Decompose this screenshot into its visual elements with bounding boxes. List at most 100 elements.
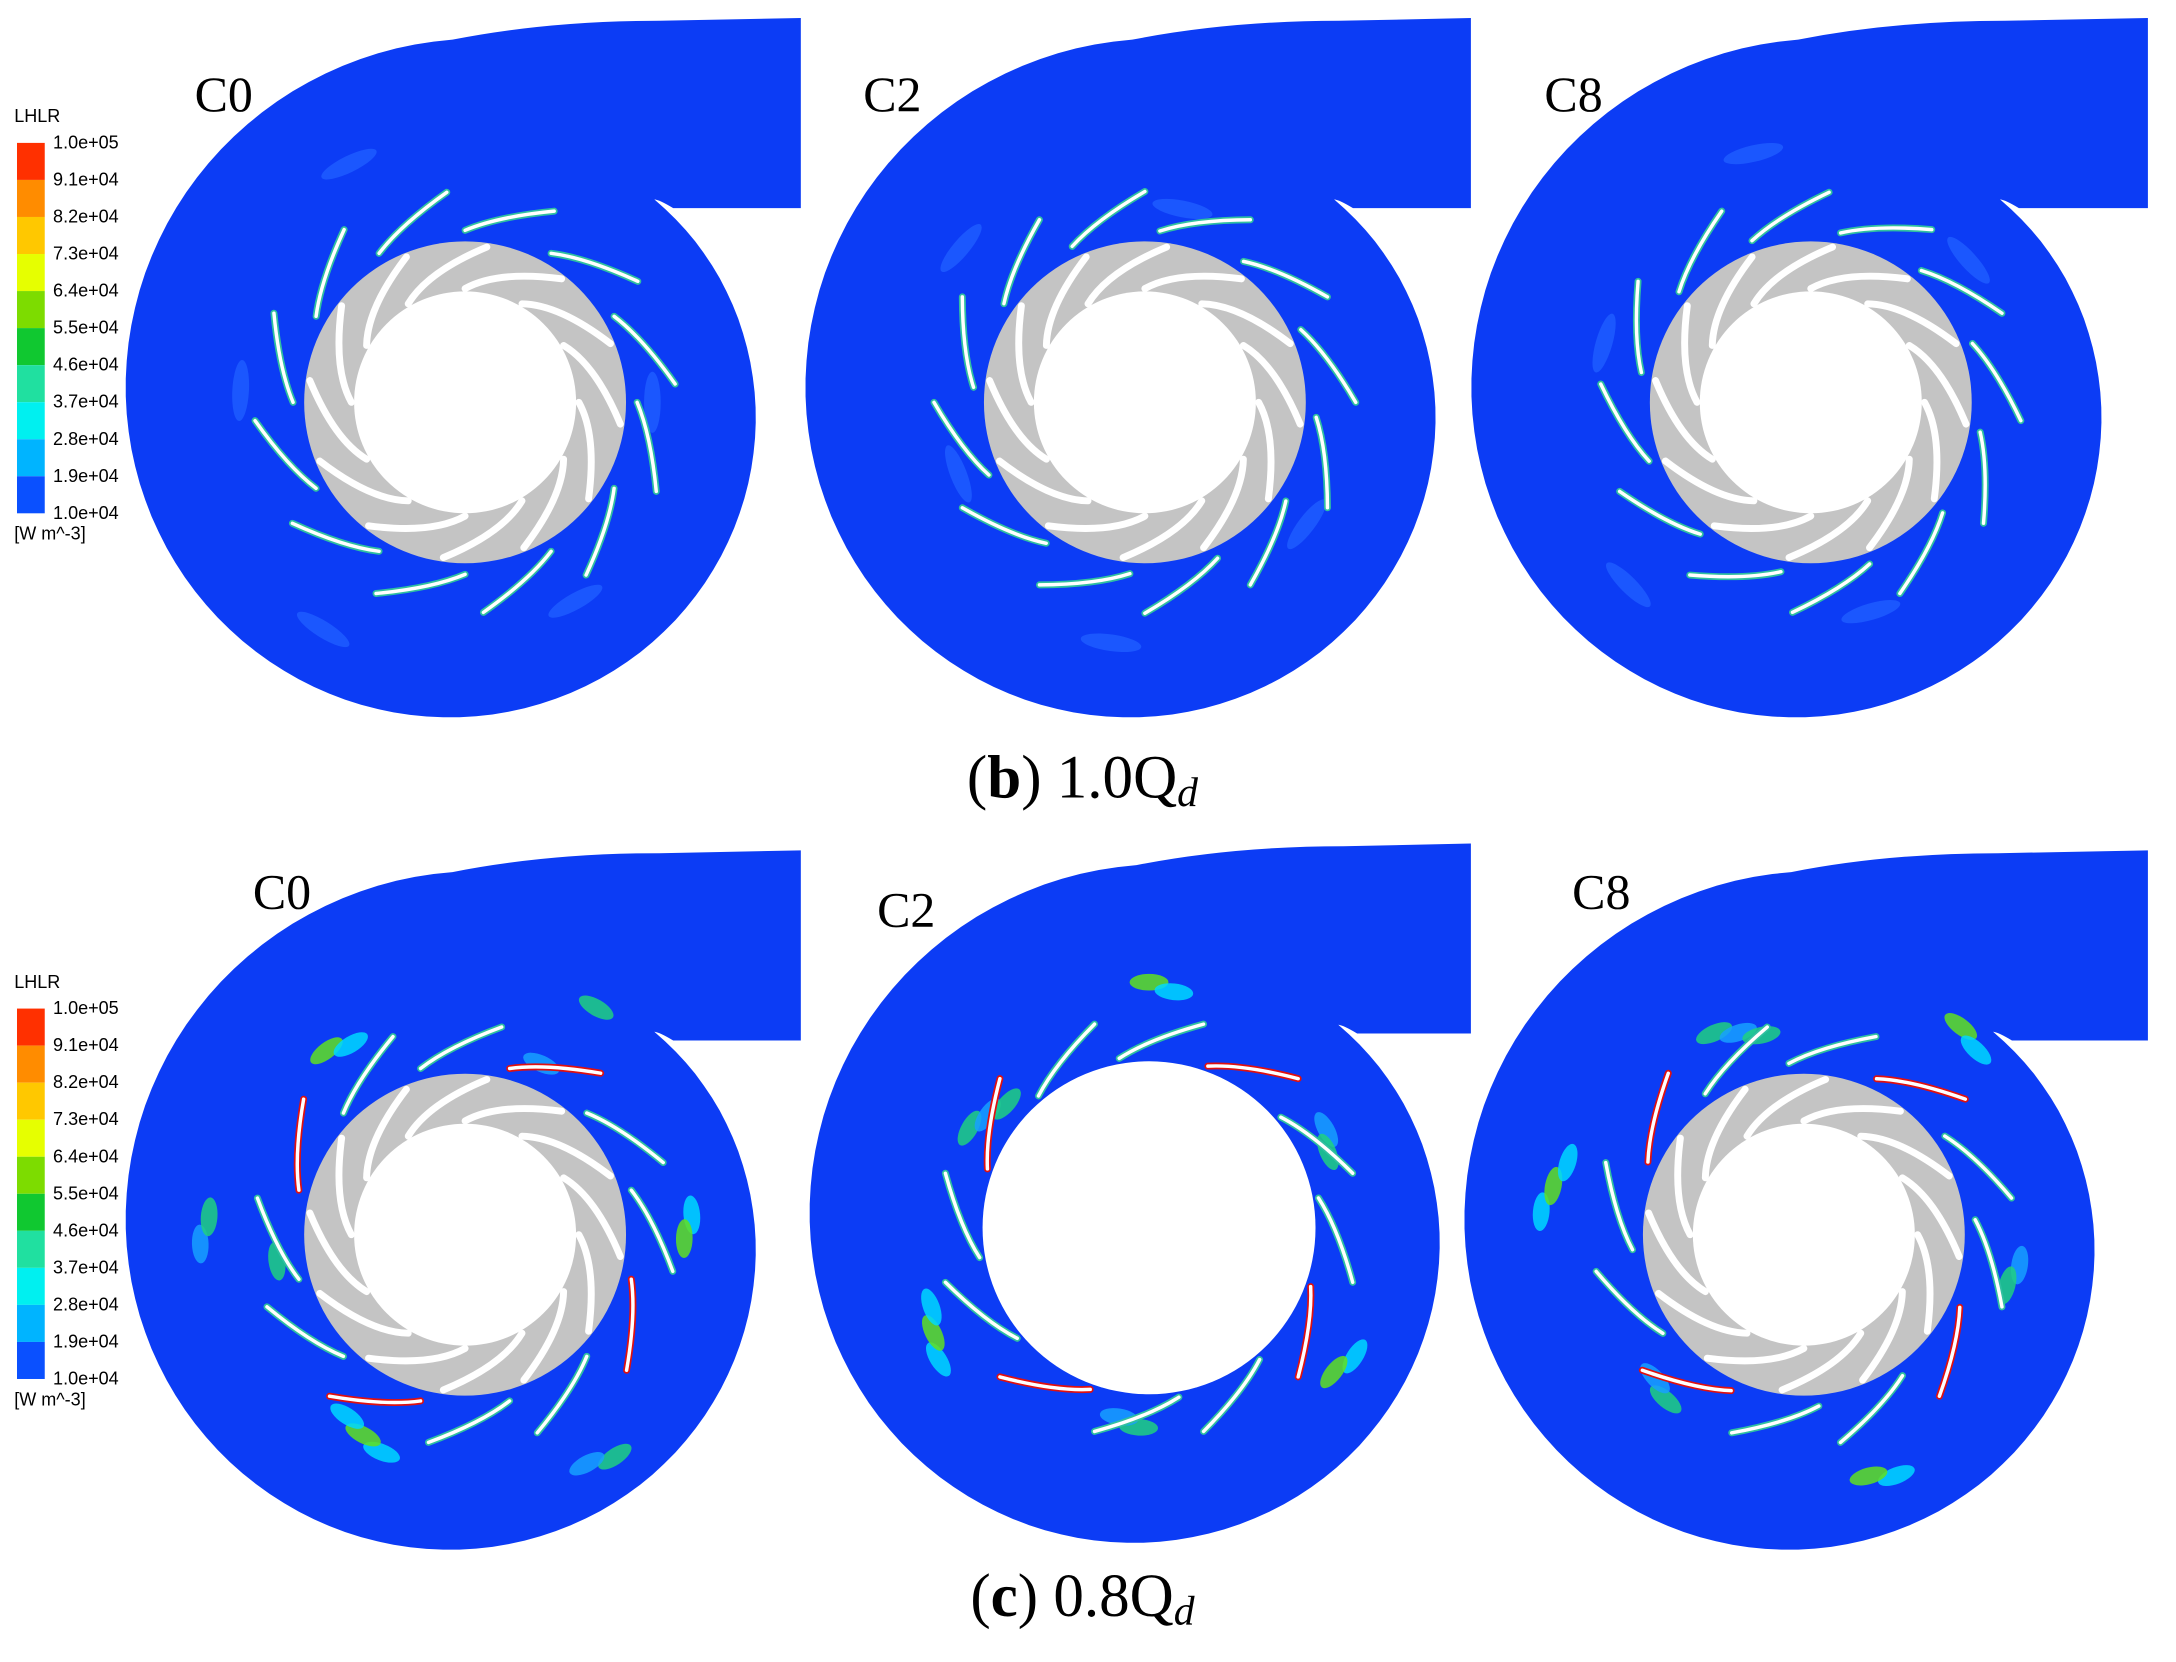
- contour-blob: [1314, 1112, 1339, 1148]
- guide-vane: [1970, 341, 2023, 423]
- contour-blob: [1532, 1192, 1550, 1232]
- guide-vane: [1143, 556, 1220, 615]
- guide-vane: [1117, 1022, 1206, 1061]
- legend-tick-label: 1.0e+05: [53, 998, 119, 1018]
- guide-vane: [1874, 1077, 1968, 1101]
- contour-blob: [675, 1219, 693, 1259]
- guide-vane: [635, 400, 659, 494]
- guide-vane: [341, 1034, 395, 1115]
- contour-blob: [1947, 236, 1990, 284]
- legend-band: [16, 1156, 45, 1194]
- guide-vane: [535, 1354, 589, 1435]
- legend-tick-label: 1.0e+04: [53, 503, 119, 523]
- guide-vane: [1943, 1134, 2014, 1200]
- caption-text: ) 1.0Q: [1021, 745, 1177, 812]
- impeller-blade: [316, 1289, 412, 1337]
- guide-vane: [1206, 1064, 1300, 1081]
- impeller-blade: [335, 1134, 355, 1239]
- hub: [1033, 291, 1256, 514]
- contour-blob: [232, 360, 250, 422]
- legend-tick-label: 1.9e+04: [53, 1331, 119, 1351]
- guide-vane: [1316, 1196, 1355, 1285]
- guide-vane: [1092, 1395, 1181, 1434]
- plot-label: C8: [1572, 864, 1630, 920]
- guide-vane: [612, 314, 677, 386]
- caption-subscript: d: [1177, 770, 1198, 816]
- impeller-blade: [1800, 1105, 1904, 1125]
- guide-vane: [998, 1375, 1092, 1392]
- contour-blob: [1287, 499, 1327, 550]
- impeller-blade: [1905, 341, 1970, 428]
- impeller-blade: [1703, 1344, 1808, 1365]
- contour-blob: [548, 584, 603, 618]
- contour-blob: [1696, 1022, 1733, 1045]
- contour-blob: [191, 1224, 209, 1264]
- guide-vane: [481, 549, 553, 615]
- legend-band: [16, 476, 45, 514]
- plot-label: C0: [195, 66, 253, 122]
- impeller-blade: [1239, 341, 1304, 428]
- guide-vane: [1158, 218, 1253, 233]
- guide-vane: [1634, 279, 1644, 375]
- guide-vane: [1978, 430, 1987, 526]
- guide-vane: [253, 418, 318, 491]
- guide-vane: [1296, 1284, 1313, 1379]
- impeller-blade: [1674, 1134, 1694, 1239]
- impeller-blade: [1652, 377, 1716, 463]
- plot-label: C2: [877, 882, 935, 938]
- legend-unit: [W m^-3]: [14, 524, 86, 544]
- guide-vane: [624, 1277, 635, 1372]
- legend-tick-label: 9.1e+04: [53, 169, 119, 189]
- legend-tick-label: 8.2e+04: [53, 207, 119, 227]
- impeller-blade: [404, 243, 491, 308]
- impeller-blade: [996, 457, 1092, 505]
- contour-blob: [1849, 1466, 1888, 1486]
- contour-blob: [310, 1037, 343, 1065]
- contour-blob: [1592, 313, 1616, 373]
- legend-tick-label: 9.1e+04: [53, 1035, 119, 1055]
- contour-blob: [1723, 142, 1784, 165]
- guide-vane: [1919, 268, 2004, 315]
- contour-blob: [921, 1288, 942, 1326]
- guide-vane: [1279, 1115, 1355, 1175]
- guide-vane: [295, 1097, 306, 1192]
- legend-tick-label: 7.3e+04: [53, 244, 119, 264]
- guide-vane: [985, 1076, 1002, 1171]
- contour-blob: [1544, 1166, 1563, 1206]
- caption: (c) 0.8Qd: [970, 1563, 1194, 1634]
- guide-vane: [377, 190, 449, 256]
- legend-band: [16, 1304, 45, 1342]
- impeller-blade: [363, 253, 410, 349]
- impeller-blade: [518, 300, 614, 348]
- legend-band: [16, 1193, 45, 1231]
- impeller-blade: [1119, 497, 1206, 562]
- contour-blob: [921, 1315, 945, 1351]
- legend-tick-label: 3.7e+04: [53, 392, 119, 412]
- impeller-blade: [1141, 272, 1245, 293]
- guide-vane: [1790, 562, 1872, 615]
- guide-vane: [1201, 1357, 1262, 1434]
- guide-vane: [1037, 571, 1132, 587]
- legend-tick-label: 7.3e+04: [53, 1109, 119, 1129]
- impeller-blade: [520, 455, 568, 552]
- contour-blob: [1557, 1143, 1578, 1182]
- guide-vane: [1838, 226, 1934, 235]
- legend-tick-label: 1.0e+04: [53, 1369, 119, 1389]
- contour-blob: [321, 148, 377, 180]
- impeller-blade: [461, 1105, 566, 1125]
- guide-vane: [960, 506, 1048, 546]
- impeller-blade: [363, 1085, 410, 1182]
- contour-blob: [1605, 562, 1651, 608]
- caption-subscript: d: [1174, 1589, 1195, 1635]
- impeller-blade: [1914, 1231, 1934, 1335]
- impeller-blade: [560, 341, 624, 428]
- guide-vane: [1002, 218, 1042, 306]
- guide-vane: [943, 1280, 1019, 1341]
- impeller-blade: [1866, 455, 1913, 552]
- contour-blob: [345, 1423, 381, 1447]
- impeller-blade: [1042, 253, 1090, 349]
- impeller-blade: [1044, 512, 1149, 532]
- legend-unit: [W m^-3]: [14, 1389, 86, 1409]
- impeller-blade: [1750, 243, 1837, 308]
